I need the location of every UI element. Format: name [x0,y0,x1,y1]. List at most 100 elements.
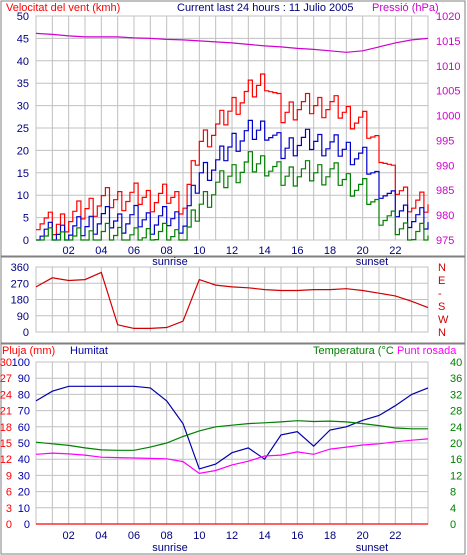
wind-y-tick: 25 [17,123,29,135]
rain-y-tick: 12 [0,454,12,466]
pressure-y-tick: 995 [436,135,454,147]
temperature-y-tick: 20 [450,438,462,450]
x-tick-label-bottom: 08 [161,530,173,542]
pressure-y-tick: 975 [436,235,454,247]
humidity-y-tick: 90 [18,373,30,385]
dewpoint-title: Punt rosada [397,345,457,357]
wind-y-tick: 0 [23,235,29,247]
pressure-y-tick: 1015 [436,36,460,48]
chart-header-title: Current last 24 hours : 11 Julio 2005 [177,2,354,14]
temperature-y-tick: 28 [450,406,462,418]
humidity-y-tick: 50 [18,438,30,450]
x-tick-label-bottom: 06 [128,530,140,542]
series-dewpoint [35,438,429,475]
panel2-frame [0,256,466,344]
humidity-y-tick: 80 [18,389,30,401]
series-humidity [35,385,429,470]
wind-y-tick: 35 [17,78,29,90]
pressure-y-tick: 1005 [436,86,460,98]
x-tick-label-top: 10 [193,245,205,257]
rain-y-tick: 0 [6,519,12,531]
humidity-y-tick: 40 [18,454,30,466]
x-tick-label-top: 08 [161,245,173,257]
x-tick-label-top: 12 [226,245,238,257]
rain-y-tick: 6 [6,487,12,499]
panel3-frame [0,343,466,555]
pressure-y-tick: 1010 [436,61,460,73]
x-tick-label-bottom: 02 [63,530,75,542]
x-tick-label-top: 16 [291,245,303,257]
temperature-y-tick: 16 [450,454,462,466]
series-wind_max [36,73,429,236]
direction-y-tick: 0 [23,327,29,339]
rain-y-tick: 3 [6,503,12,515]
x-tick-label-top: 14 [259,245,271,257]
temperature-y-tick: 8 [450,487,456,499]
pressure-y-tick: 985 [436,185,454,197]
humidity-y-tick: 20 [18,487,30,499]
x-tick-label-bottom: 14 [259,530,271,542]
temperature-y-tick: 36 [450,373,462,385]
temperature-y-tick: 32 [450,389,462,401]
rain-y-tick: 18 [0,422,12,434]
rain-y-tick: 21 [0,406,12,418]
x-tick-label-bottom: 12 [226,530,238,542]
humidity-y-tick: 10 [18,503,30,515]
humidity-y-tick: 60 [18,422,30,434]
temperature-y-tick: 12 [450,470,462,482]
humidity-y-tick: 30 [18,470,30,482]
pressure-y-tick: 1020 [436,11,460,23]
rain-title: Pluja (mm) [2,345,55,357]
pressure-y-tick: 980 [436,210,454,222]
compass-label: E [438,275,445,287]
humidity-title: Humitat [70,345,108,357]
wind-y-tick: 10 [17,190,29,202]
x-tick-label-bottom: 04 [95,530,107,542]
x-tick-label-bottom: 18 [324,530,336,542]
x-tick-label-top: 02 [63,245,75,257]
compass-label: S [438,301,445,313]
humidity-y-tick: 100 [12,357,30,369]
compass-label: - [438,288,442,300]
direction-y-tick: 90 [17,311,29,323]
wind-y-tick: 30 [17,101,29,113]
compass-label: N [438,327,446,339]
direction-y-tick: 270 [11,278,29,290]
wind-y-tick: 50 [17,11,29,23]
temperature-title: Temperatura (°C [313,345,394,357]
temperature-y-tick: 0 [450,519,456,531]
compass-label: W [438,314,449,326]
direction-y-tick: 180 [11,295,29,307]
direction-y-tick: 360 [11,262,29,274]
wind-title: Velocitat del vent (kmh) [6,2,120,14]
x-tick-label-bottom: 16 [291,530,303,542]
pressure-y-tick: 990 [436,160,454,172]
x-tick-label-bottom: 22 [389,530,401,542]
temperature-y-tick: 4 [450,503,456,515]
series-wind_avg [36,119,429,241]
x-tick-label-top: 18 [324,245,336,257]
compass-label: N [438,262,446,274]
rain-y-tick: 27 [0,373,12,385]
sunset-label-bottom: sunset [356,542,388,554]
pressure-y-tick: 1000 [436,111,460,123]
series-pressure [35,32,429,53]
wind-y-tick: 5 [23,213,29,225]
temperature-y-tick: 24 [450,422,462,434]
panel1-frame [0,0,466,257]
x-tick-label-top: 22 [389,245,401,257]
temperature-y-tick: 40 [450,357,462,369]
x-tick-label-top: 04 [95,245,107,257]
humidity-y-tick: 70 [18,406,30,418]
sunrise-label-top: sunrise [152,256,187,268]
pressure-title: Pressió (hPa) [372,2,439,14]
wind-y-tick: 45 [17,33,29,45]
rain-y-tick: 9 [6,470,12,482]
wind-y-tick: 20 [17,145,29,157]
sunset-label-top: sunset [356,256,388,268]
x-tick-label-bottom: 10 [193,530,205,542]
series-wind_min [36,151,429,241]
series-direction [35,271,429,329]
